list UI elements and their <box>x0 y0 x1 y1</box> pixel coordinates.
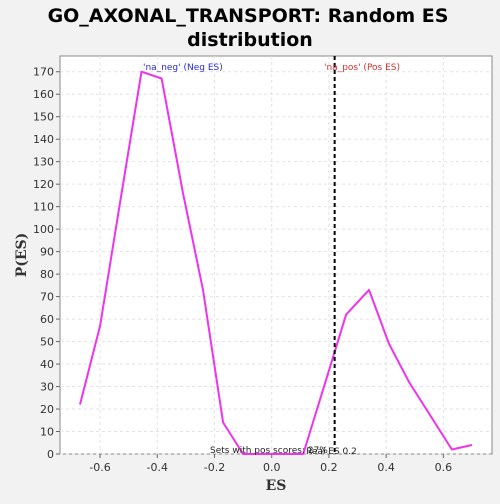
series-layer <box>79 70 473 455</box>
chart-title-line-1: GO_AXONAL_TRANSPORT: Random ES <box>48 5 449 27</box>
grid-lines <box>60 56 492 455</box>
y-tick-label: 100 <box>33 223 54 236</box>
y-tick-label: 130 <box>33 156 54 169</box>
y-tick-label: 110 <box>33 201 54 214</box>
x-tick-label: -0.4 <box>147 461 168 474</box>
x-tick-label: 0.4 <box>377 461 395 474</box>
y-tick-label: 80 <box>40 268 54 281</box>
y-tick-label: 10 <box>40 426 54 439</box>
y-tick-label: 0 <box>47 448 54 461</box>
y-tick-label: 60 <box>40 313 54 326</box>
plot-area <box>59 55 493 455</box>
y-tick-label: 20 <box>40 403 54 416</box>
y-tick-label: 150 <box>33 111 54 124</box>
series-line <box>79 70 473 455</box>
y-tick-label: 160 <box>33 88 54 101</box>
pos-scores-annotation: Sets with pos scores: 27% <box>210 446 328 456</box>
y-tick-label: 30 <box>40 381 54 394</box>
pos-es-annotation: 'na_pos' (Pos ES) <box>324 63 400 73</box>
y-tick-label: 120 <box>33 178 54 191</box>
x-axis-label: ES <box>266 478 287 494</box>
y-tick-label: 90 <box>40 246 54 259</box>
real-es-annotation: Real ES 0.2 <box>306 447 357 457</box>
x-tick-label: 0.0 <box>263 461 281 474</box>
x-tick-label: -0.2 <box>204 461 225 474</box>
x-tick-label: 0.6 <box>435 461 453 474</box>
x-tick-label: 0.2 <box>320 461 338 474</box>
x-tick-label: -0.6 <box>89 461 110 474</box>
y-axis-label: P(ES) <box>14 233 30 278</box>
axis-ticks: 0 10 20 30 40 50 60 70 80 90 100 110 120 130 140 150 160… <box>33 66 452 474</box>
y-tick-label: 50 <box>40 336 54 349</box>
y-tick-label: 140 <box>33 133 54 146</box>
y-tick-label: 70 <box>40 291 54 304</box>
neg-es-annotation: 'na_neg' (Neg ES) <box>143 63 223 73</box>
y-tick-label: 170 <box>33 66 54 79</box>
chart-title-line-2: distribution <box>187 29 313 51</box>
y-tick-label: 40 <box>40 358 54 371</box>
